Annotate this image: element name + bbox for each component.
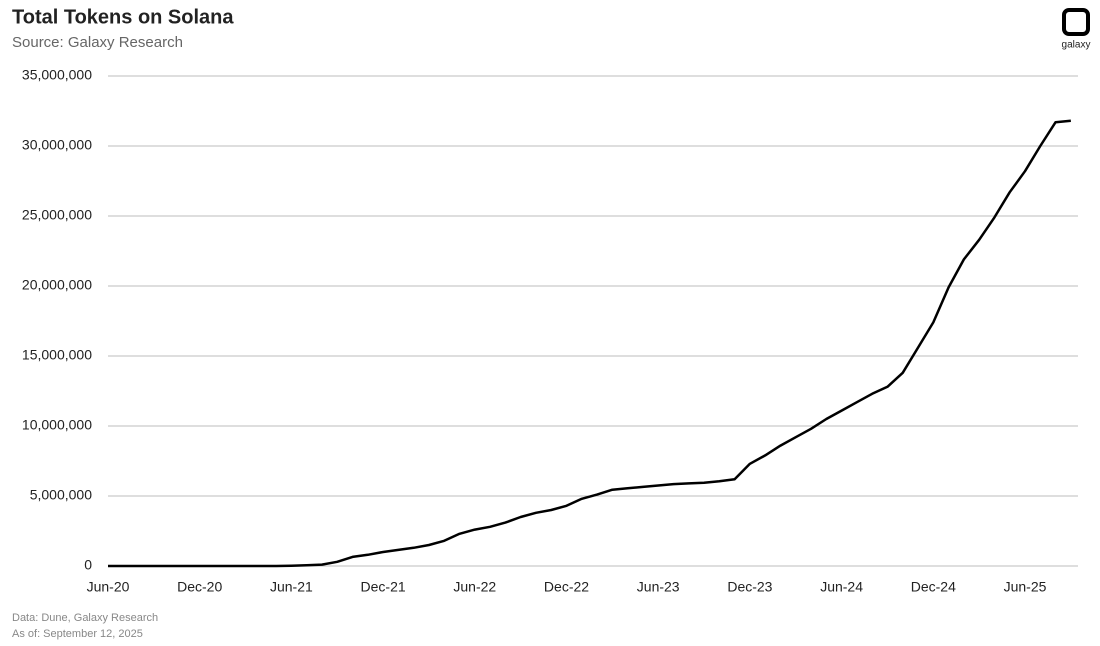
y-tick-label: 25,000,000 [22,207,92,223]
y-tick-label: 5,000,000 [30,487,92,503]
x-tick-label: Jun-21 [270,579,313,595]
x-tick-label: Dec-22 [544,579,589,595]
x-tick-label: Jun-22 [453,579,496,595]
y-tick-label: 20,000,000 [22,277,92,293]
x-tick-label: Jun-23 [637,579,680,595]
y-tick-label: 35,000,000 [22,67,92,83]
line [108,119,1071,568]
y-tick-label: 15,000,000 [22,347,92,363]
x-tick-label: Dec-21 [361,579,406,595]
logo-text: galaxy [1062,40,1091,51]
footnote: Data: Dune, Galaxy Research [12,612,158,624]
chart-title: Total Tokens on Solana [12,6,234,28]
y-tick-label: 30,000,000 [22,137,92,153]
logo-icon [1062,8,1090,36]
y-tick-label: 0 [84,557,92,573]
x-tick-label: Dec-20 [177,579,222,595]
x-tick-label: Jun-24 [820,579,863,595]
y-tick-label: 10,000,000 [22,417,92,433]
x-tick-label: Jun-20 [87,579,130,595]
x-tick-label: Jun-25 [1004,579,1047,595]
x-tick-label: Dec-24 [911,579,956,595]
chart-subtitle: Source: Galaxy Research [12,34,183,51]
footnote: As of: September 12, 2025 [12,628,143,640]
x-tick-label: Dec-23 [727,579,772,595]
